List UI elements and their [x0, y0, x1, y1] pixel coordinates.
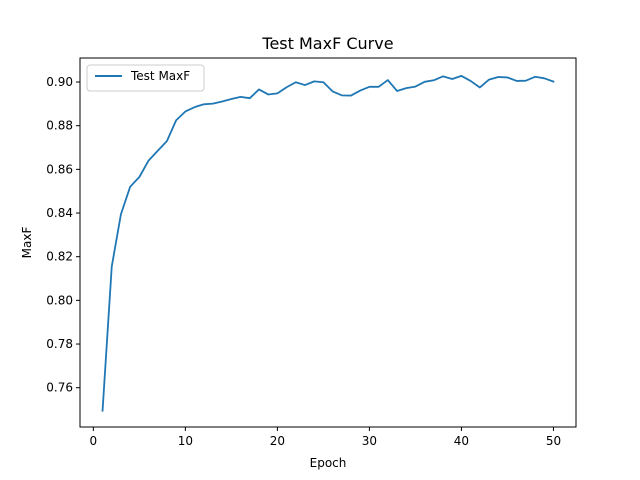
- axes-frame: [79, 57, 577, 428]
- y-axis: 0.76 0.78 0.80 0.82 0.84 0.86 0.88 0.90: [46, 75, 80, 395]
- legend-box: [86, 64, 205, 92]
- x-axis: 0 10 20 30 40 50: [90, 427, 561, 448]
- x-axis-label: Epoch: [310, 456, 347, 470]
- series-line-0: [101, 75, 555, 412]
- y-axis-label: MaxF: [20, 227, 34, 259]
- x-tick-label: 40: [454, 434, 469, 448]
- chart-title: Test MaxF Curve: [261, 34, 393, 53]
- y-tick-label: 0.76: [46, 381, 73, 395]
- x-tick-label: 20: [270, 434, 285, 448]
- legend-label: Test MaxF: [130, 69, 190, 83]
- y-tick-label: 0.88: [46, 119, 73, 133]
- x-tick-label: 30: [362, 434, 377, 448]
- y-tick-label: 0.90: [46, 75, 73, 89]
- x-tick-label: 50: [546, 434, 561, 448]
- plot-area: [101, 75, 555, 412]
- legend: Test MaxF: [86, 64, 205, 92]
- y-tick-label: 0.80: [46, 293, 73, 307]
- y-tick-label: 0.82: [46, 250, 73, 264]
- x-tick-label: 0: [90, 434, 98, 448]
- x-tick-label: 10: [178, 434, 193, 448]
- y-tick-label: 0.84: [46, 206, 73, 220]
- y-tick-label: 0.86: [46, 162, 73, 176]
- y-tick-label: 0.78: [46, 337, 73, 351]
